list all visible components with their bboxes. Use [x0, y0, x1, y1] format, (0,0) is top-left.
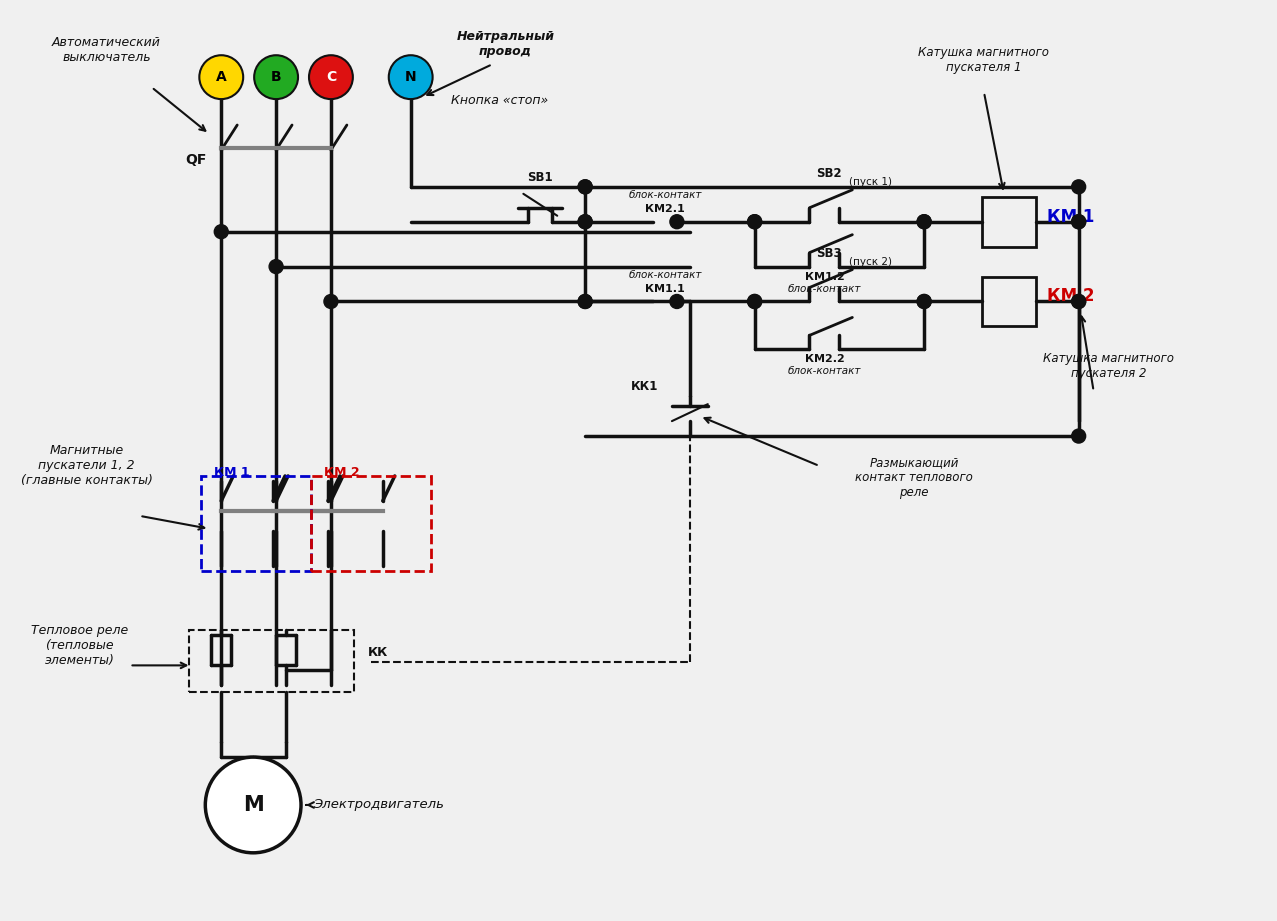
Circle shape — [917, 215, 931, 228]
Text: Тепловое реле
(тепловые
элементы): Тепловое реле (тепловые элементы) — [31, 624, 128, 667]
Circle shape — [747, 215, 761, 228]
Text: КМ 2: КМ 2 — [1047, 287, 1094, 306]
Circle shape — [324, 295, 338, 309]
Text: Магнитные
пускатели 1, 2
(главные контакты): Магнитные пускатели 1, 2 (главные контак… — [20, 445, 153, 487]
Circle shape — [206, 757, 301, 853]
Circle shape — [309, 55, 352, 99]
Circle shape — [917, 295, 931, 309]
Text: SB3: SB3 — [816, 247, 842, 260]
Circle shape — [917, 215, 931, 228]
Text: B: B — [271, 70, 281, 84]
Text: КМ 2: КМ 2 — [324, 466, 360, 479]
Text: Катушка магнитного
пускателя 2: Катушка магнитного пускателя 2 — [1043, 353, 1174, 380]
Text: Электродвигатель: Электродвигатель — [313, 799, 444, 811]
Circle shape — [254, 55, 298, 99]
Text: КМ 1: КМ 1 — [215, 466, 250, 479]
Text: (пуск 2): (пуск 2) — [849, 257, 893, 266]
Text: блок-контакт: блок-контакт — [628, 270, 701, 280]
Circle shape — [1071, 180, 1085, 193]
Circle shape — [578, 295, 593, 309]
Text: КМ2.1: КМ2.1 — [645, 204, 684, 214]
Text: SB2: SB2 — [816, 167, 842, 180]
Bar — [982, 197, 1036, 247]
Circle shape — [578, 295, 593, 309]
Text: КК1: КК1 — [631, 379, 659, 392]
Text: КМ2.2: КМ2.2 — [805, 355, 844, 365]
Circle shape — [1071, 295, 1085, 309]
Text: КМ1.1: КМ1.1 — [645, 284, 684, 294]
Circle shape — [1071, 215, 1085, 228]
Circle shape — [215, 225, 229, 239]
Circle shape — [578, 215, 593, 228]
Circle shape — [578, 215, 593, 228]
Circle shape — [670, 295, 684, 309]
Bar — [189, 631, 354, 693]
Circle shape — [388, 55, 433, 99]
Text: SB1: SB1 — [527, 170, 553, 184]
Text: N: N — [405, 70, 416, 84]
Text: (пуск 1): (пуск 1) — [849, 177, 893, 187]
Circle shape — [578, 180, 593, 193]
Circle shape — [747, 295, 761, 309]
Text: QF: QF — [185, 153, 207, 167]
Text: Автоматический
выключатель: Автоматический выключатель — [52, 36, 161, 64]
Bar — [982, 276, 1036, 326]
Circle shape — [747, 215, 761, 228]
Text: M: M — [243, 795, 263, 815]
Bar — [312, 476, 430, 571]
Text: C: C — [326, 70, 336, 84]
Text: Катушка магнитного
пускателя 1: Катушка магнитного пускателя 1 — [918, 46, 1050, 75]
Circle shape — [747, 295, 761, 309]
Text: Размыкающий
контакт теплового
реле: Размыкающий контакт теплового реле — [856, 456, 973, 499]
Text: Кнопка «стоп»: Кнопка «стоп» — [451, 94, 548, 107]
Circle shape — [1071, 295, 1085, 309]
Circle shape — [269, 260, 283, 274]
Circle shape — [917, 295, 931, 309]
Text: КМ 1: КМ 1 — [1047, 208, 1094, 226]
Text: КМ1.2: КМ1.2 — [805, 272, 844, 282]
Text: КК: КК — [368, 646, 388, 659]
Circle shape — [578, 180, 593, 193]
Text: блок-контакт: блок-контакт — [628, 190, 701, 200]
Text: A: A — [216, 70, 226, 84]
Text: Нейтральный
провод: Нейтральный провод — [456, 30, 554, 58]
Circle shape — [199, 55, 243, 99]
Circle shape — [670, 215, 684, 228]
Circle shape — [1071, 215, 1085, 228]
Bar — [202, 476, 312, 571]
Circle shape — [1071, 429, 1085, 443]
Text: блок-контакт: блок-контакт — [788, 284, 861, 294]
Text: блок-контакт: блок-контакт — [788, 367, 861, 377]
